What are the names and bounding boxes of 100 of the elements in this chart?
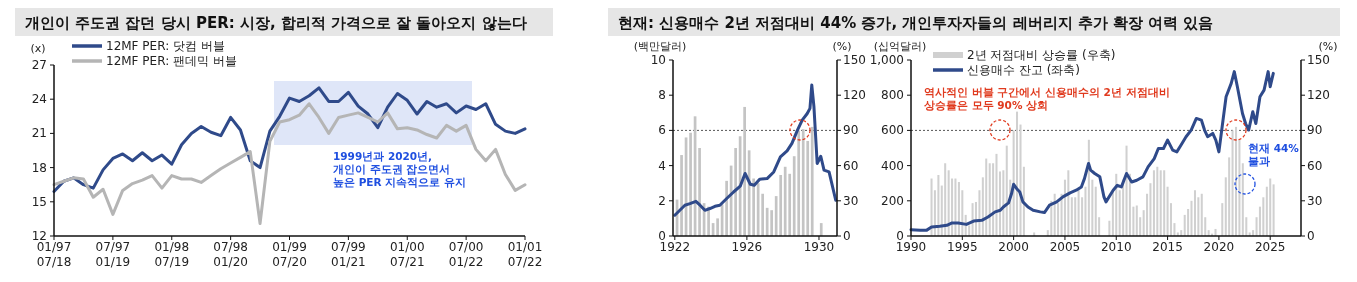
bar: [1077, 190, 1080, 236]
y-tick-label: 8: [658, 88, 666, 103]
bar: [819, 223, 823, 236]
y-axis-title: (백만달러): [633, 40, 687, 53]
bar: [1005, 145, 1008, 236]
bar: [995, 153, 998, 236]
bar: [954, 178, 957, 236]
legend-label: 2년 저점대비 상승률 (우축): [967, 48, 1116, 62]
bar: [988, 163, 991, 236]
y-tick-label: 21: [31, 126, 47, 141]
y-tick-label: 1,000: [869, 53, 904, 67]
annotation: 1999년과 2020년, 개인이 주도권 잡으면서 높은 PER 지속적으로 유지: [333, 150, 466, 189]
x-tick-label: 2020: [1203, 240, 1235, 254]
x-tick-label: 01/00 07/21: [389, 240, 425, 269]
x-tick-label: 01/99 07/20: [272, 240, 307, 269]
bar: [957, 182, 960, 236]
chart-title: 개인이 주도권 잡던 당시 PER: 시장, 합리적 가격으로 잘 돌아오지 않는다: [25, 14, 527, 32]
y2-tick-label: 0: [1307, 229, 1315, 243]
y-tick-label: 24: [31, 92, 47, 107]
x-tick-label: 2025: [1254, 240, 1286, 254]
y-tick-label: 10: [650, 53, 666, 67]
x-tick-label: 2000: [998, 240, 1029, 254]
bar: [1002, 170, 1005, 236]
y2-tick-label: 90: [843, 123, 859, 138]
y2-tick-label: 90: [1307, 123, 1323, 138]
x-tick-label: 2015: [1152, 240, 1183, 254]
bar: [1074, 197, 1077, 236]
bar: [689, 132, 692, 236]
bar: [947, 170, 950, 236]
y-tick-label: 200: [881, 193, 904, 208]
bar: [1231, 130, 1234, 236]
x-tick-label: 07/99 01/21: [331, 240, 366, 269]
y2-tick-label: 120: [843, 88, 866, 103]
y-tick-label: 4: [658, 158, 666, 173]
bar: [725, 180, 728, 236]
legend-label: 12MF PER: 팬데믹 버블: [106, 54, 237, 68]
bar: [1221, 203, 1224, 236]
bar: [1241, 163, 1244, 236]
bar: [1269, 178, 1272, 236]
x-tick-label: 07/00 01/22: [448, 240, 484, 269]
x-tick-label: 01/98 07/19: [154, 240, 190, 269]
bar: [779, 174, 783, 236]
x-tick-label: 1926: [731, 240, 763, 254]
bar: [1125, 145, 1128, 236]
bar: [756, 183, 760, 236]
y-tick-label: 15: [31, 194, 47, 209]
bar: [1094, 186, 1097, 236]
y-tick-label: 6: [658, 123, 666, 138]
bar: [1156, 166, 1159, 236]
bar: [1272, 184, 1275, 236]
y-tick-label: 27: [31, 58, 47, 72]
y2-tick-label: 60: [843, 158, 859, 173]
bar: [1200, 193, 1203, 236]
x-tick-label: 01/97 07/18: [36, 240, 72, 269]
bar: [1228, 157, 1231, 236]
bar: [944, 163, 947, 236]
bar: [978, 190, 981, 236]
y2-tick-label: 150: [1307, 53, 1330, 67]
bar: [1067, 170, 1070, 236]
y2-tick-label: 30: [843, 193, 859, 208]
bar: [1152, 170, 1155, 236]
bar: [797, 130, 801, 236]
bar: [743, 106, 746, 236]
x-tick-label: 1922: [659, 240, 691, 254]
bar: [680, 155, 683, 236]
x-tick-label: 1990: [895, 240, 927, 254]
text: 현재: 신용매수 2년 저점대비 44% 증가, 개인투자자들의 레버리지 추가 확장 여력 있음: [618, 14, 1214, 32]
bar: [985, 158, 988, 236]
y2-tick-label: 120: [1307, 88, 1330, 103]
bar: [937, 174, 940, 236]
bar: [698, 148, 701, 236]
bar: [765, 207, 769, 236]
bar: [1163, 170, 1166, 236]
bar: [1159, 170, 1162, 236]
line-series: [52, 102, 527, 225]
y2-axis-title: (%): [832, 40, 852, 53]
bar: [734, 148, 737, 236]
legend-label: 신용매수 잔고 (좌축): [967, 63, 1080, 77]
y-tick-label: 0: [658, 229, 666, 243]
x-tick-label: 2005: [1049, 240, 1081, 254]
x-tick-label: 01/01 07/22: [507, 240, 543, 269]
bar: [810, 126, 814, 236]
x-tick-label: 1930: [803, 240, 835, 254]
x-tick-label: 1995: [947, 240, 978, 254]
y-tick-label: 12: [31, 229, 47, 243]
bar: [801, 129, 805, 236]
y-tick-label: 400: [881, 158, 904, 173]
y2-tick-label: 0: [843, 229, 851, 243]
y2-tick-label: 150: [843, 53, 866, 67]
y-axis-title: (십억달러): [873, 40, 927, 53]
y-tick-label: 18: [31, 160, 47, 175]
bar: [1108, 220, 1111, 236]
y2-tick-label: 30: [1307, 193, 1323, 208]
annotation: 현재 44% 불과: [1248, 142, 1300, 168]
bar: [716, 218, 719, 236]
x-tick-label: 07/97 01/19: [95, 240, 131, 269]
bar: [1149, 183, 1152, 236]
bar: [1262, 197, 1265, 236]
y-axis-title: (x): [30, 42, 46, 55]
bar: [1135, 205, 1138, 236]
